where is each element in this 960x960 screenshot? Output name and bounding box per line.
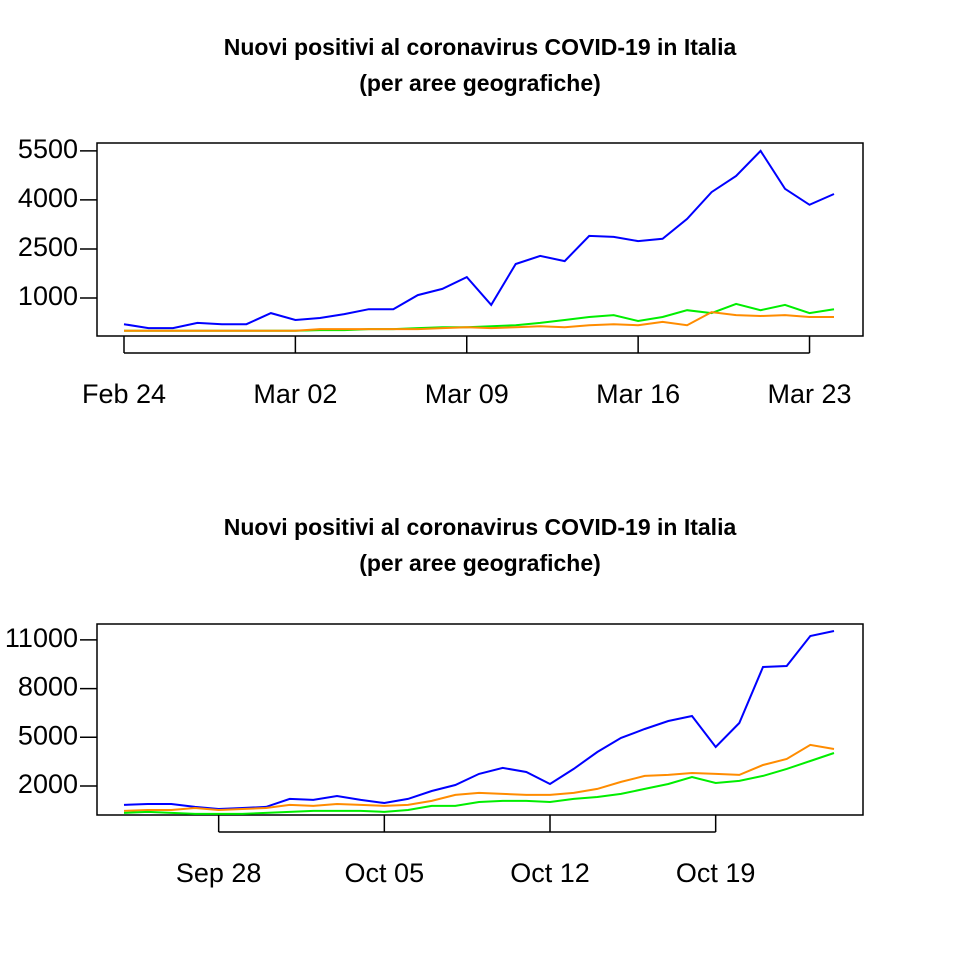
- y-tick-label: 5000: [18, 720, 78, 750]
- series-line: [123, 149, 835, 330]
- plot-box: [96, 142, 864, 337]
- x-tick-label: Oct 12: [510, 858, 590, 888]
- y-tick-label: 1000: [18, 281, 78, 311]
- chart-subtitle: (per aree geografiche): [359, 550, 601, 576]
- chart-title: Nuovi positivi al coronavirus COVID-19 i…: [224, 34, 737, 60]
- y-tick-label: 11000: [5, 623, 78, 653]
- y-tick-label: 2500: [18, 232, 78, 262]
- x-tick-label: Mar 09: [425, 379, 509, 409]
- x-tick-label: Mar 16: [596, 379, 680, 409]
- x-tick-label: Oct 05: [345, 858, 425, 888]
- y-tick-label: 5500: [18, 134, 78, 164]
- x-tick-label: Feb 24: [82, 379, 166, 409]
- series-line: [123, 743, 835, 812]
- y-tick-label: 2000: [18, 769, 78, 799]
- x-tick-label: Oct 19: [676, 858, 756, 888]
- chart-subtitle: (per aree geografiche): [359, 70, 601, 96]
- x-tick-label: Mar 02: [253, 379, 337, 409]
- y-tick-label: 8000: [18, 672, 78, 702]
- x-tick-label: Sep 28: [176, 858, 262, 888]
- series-line: [124, 311, 834, 332]
- plot-box: [96, 623, 864, 816]
- chart-title: Nuovi positivi al coronavirus COVID-19 i…: [224, 514, 737, 540]
- series-line: [123, 752, 835, 815]
- x-tick-label: Mar 23: [767, 379, 851, 409]
- y-tick-label: 4000: [18, 183, 78, 213]
